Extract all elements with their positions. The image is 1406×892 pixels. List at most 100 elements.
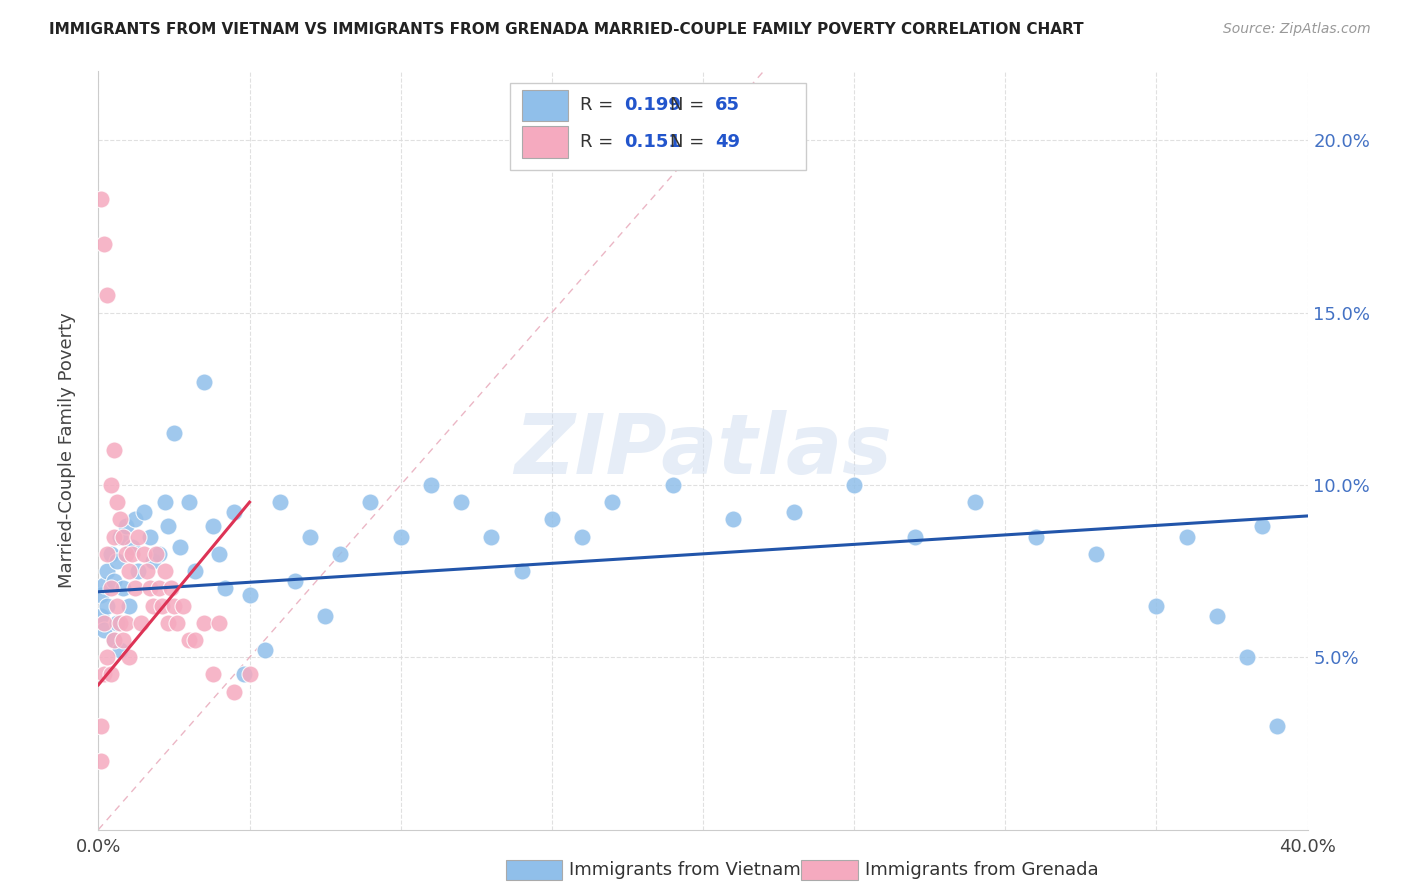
- Text: R =: R =: [579, 133, 619, 151]
- Text: Immigrants from Vietnam: Immigrants from Vietnam: [569, 861, 801, 879]
- Point: [105, 599, 128, 613]
- Point: [90, 608, 112, 623]
- Point: [1251, 519, 1274, 533]
- Point: [100, 547, 122, 561]
- Point: [118, 650, 141, 665]
- Point: [224, 684, 246, 698]
- Point: [156, 519, 179, 533]
- Text: ZIPatlas: ZIPatlas: [515, 410, 891, 491]
- Point: [389, 530, 412, 544]
- Point: [118, 599, 141, 613]
- Point: [127, 564, 149, 578]
- Point: [100, 582, 122, 596]
- Point: [166, 615, 188, 630]
- Point: [284, 574, 307, 589]
- Point: [329, 547, 352, 561]
- Text: Source: ZipAtlas.com: Source: ZipAtlas.com: [1223, 22, 1371, 37]
- Text: N =: N =: [671, 96, 710, 114]
- Point: [93, 615, 115, 630]
- FancyBboxPatch shape: [522, 126, 568, 158]
- Point: [96, 547, 118, 561]
- Point: [127, 530, 149, 544]
- Point: [132, 547, 155, 561]
- Point: [90, 192, 112, 206]
- Point: [100, 667, 122, 681]
- Point: [269, 495, 291, 509]
- Point: [121, 540, 143, 554]
- Point: [139, 582, 162, 596]
- Point: [193, 615, 215, 630]
- Text: 0.199: 0.199: [624, 96, 682, 114]
- Point: [163, 426, 186, 441]
- Point: [239, 667, 262, 681]
- Point: [172, 599, 194, 613]
- Point: [150, 599, 173, 613]
- Point: [139, 530, 162, 544]
- Point: [114, 547, 136, 561]
- Point: [193, 375, 215, 389]
- Point: [108, 643, 131, 657]
- Point: [103, 633, 125, 648]
- Point: [314, 608, 336, 623]
- Point: [118, 564, 141, 578]
- Point: [163, 599, 186, 613]
- Point: [108, 530, 131, 544]
- FancyBboxPatch shape: [522, 89, 568, 121]
- Point: [360, 495, 382, 509]
- Point: [111, 633, 134, 648]
- Point: [208, 615, 231, 630]
- Point: [153, 564, 176, 578]
- Text: 65: 65: [716, 96, 740, 114]
- Point: [420, 478, 443, 492]
- Point: [111, 582, 134, 596]
- Point: [121, 547, 143, 561]
- Text: R =: R =: [579, 96, 619, 114]
- Point: [100, 478, 122, 492]
- Point: [783, 506, 806, 520]
- Point: [602, 495, 624, 509]
- Point: [450, 495, 472, 509]
- Point: [208, 547, 231, 561]
- FancyBboxPatch shape: [509, 83, 806, 170]
- Point: [114, 615, 136, 630]
- Point: [148, 547, 170, 561]
- Point: [661, 478, 683, 492]
- Point: [153, 495, 176, 509]
- Point: [1236, 650, 1258, 665]
- Point: [904, 530, 927, 544]
- Point: [124, 582, 146, 596]
- Point: [105, 495, 128, 509]
- Point: [135, 564, 157, 578]
- Point: [214, 582, 236, 596]
- Point: [90, 719, 112, 733]
- Point: [571, 530, 593, 544]
- Point: [1206, 608, 1229, 623]
- Point: [93, 236, 115, 251]
- Point: [90, 754, 112, 768]
- Text: Immigrants from Grenada: Immigrants from Grenada: [865, 861, 1098, 879]
- Point: [103, 530, 125, 544]
- Point: [1024, 530, 1046, 544]
- Point: [103, 633, 125, 648]
- Point: [142, 599, 165, 613]
- Point: [160, 582, 183, 596]
- Point: [1085, 547, 1108, 561]
- Point: [108, 615, 131, 630]
- Point: [540, 512, 562, 526]
- Point: [96, 288, 118, 302]
- Point: [93, 623, 115, 637]
- Point: [1144, 599, 1167, 613]
- Point: [103, 443, 125, 458]
- Point: [132, 506, 155, 520]
- Point: [965, 495, 987, 509]
- Point: [145, 547, 167, 561]
- Point: [232, 667, 254, 681]
- Point: [96, 650, 118, 665]
- Point: [224, 506, 246, 520]
- Point: [148, 582, 170, 596]
- Text: N =: N =: [671, 133, 710, 151]
- Point: [184, 564, 207, 578]
- Text: 0.151: 0.151: [624, 133, 682, 151]
- Point: [179, 495, 201, 509]
- Point: [1175, 530, 1198, 544]
